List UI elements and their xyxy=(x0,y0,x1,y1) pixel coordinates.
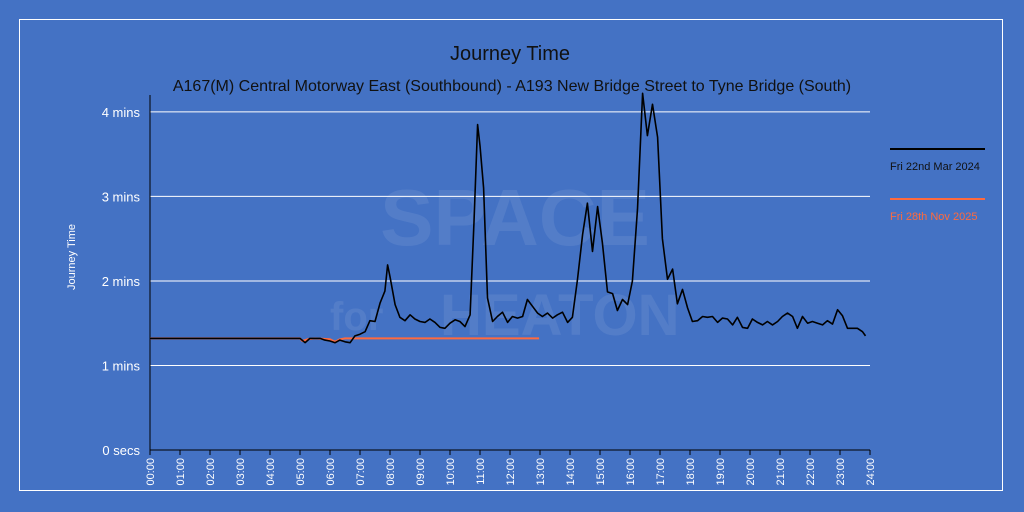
chart-subtitle: A167(M) Central Motorway East (Southboun… xyxy=(173,78,851,95)
x-tick-label: 12:00 xyxy=(505,458,517,486)
x-tick-label: 24:00 xyxy=(865,458,877,486)
x-tick-label: 09:00 xyxy=(415,458,427,486)
x-tick-label: 17:00 xyxy=(655,458,667,486)
legend: Fri 22nd Mar 2024 Fri 28th Nov 2025 xyxy=(890,148,985,223)
x-tick-labels: 00:00 01:00 02:00 03:00 04:00 05:00 06:00 07:00… xyxy=(145,458,877,486)
x-tick-label: 08:00 xyxy=(385,458,397,486)
watermark-line-1: SPACE xyxy=(380,173,650,262)
chart-title: Journey Time xyxy=(450,43,570,65)
x-tick-label: 15:00 xyxy=(595,458,607,486)
watermark: SPACE for HEATON xyxy=(330,173,680,348)
y-tick-label: 2 mins xyxy=(102,274,141,289)
y-tick-labels: 0 secs 1 mins 2 mins 3 mins 4 mins xyxy=(102,105,141,458)
gridlines xyxy=(150,111,870,366)
x-tick-label: 22:00 xyxy=(805,458,817,486)
chart-frame xyxy=(19,19,1003,491)
x-tick-label: 06:00 xyxy=(325,458,337,486)
legend-label-series-2: Fri 28th Nov 2025 xyxy=(890,211,977,223)
x-tick-label: 07:00 xyxy=(355,458,367,486)
x-tick-label: 19:00 xyxy=(715,458,727,486)
watermark-line-2: HEATON xyxy=(440,283,680,348)
x-tick-label: 04:00 xyxy=(265,458,277,486)
series-line-1 xyxy=(150,92,867,344)
x-tick-label: 00:00 xyxy=(145,458,157,486)
x-tick-label: 14:00 xyxy=(565,458,577,486)
y-tick-label: 1 mins xyxy=(102,358,141,373)
x-tick-label: 10:00 xyxy=(445,458,457,486)
series-lines xyxy=(150,92,867,344)
y-tick-label: 4 mins xyxy=(102,105,141,120)
y-axis-label: Journey Time xyxy=(66,224,78,290)
x-tick-label: 13:00 xyxy=(535,458,547,486)
legend-label-series-1: Fri 22nd Mar 2024 xyxy=(890,161,980,173)
x-tick-label: 18:00 xyxy=(685,458,697,486)
x-tick-label: 20:00 xyxy=(745,458,757,486)
axes xyxy=(149,95,871,455)
x-tick-label: 03:00 xyxy=(235,458,247,486)
x-tick-label: 05:00 xyxy=(295,458,307,486)
x-tick-label: 21:00 xyxy=(775,458,787,486)
x-tick-label: 23:00 xyxy=(835,458,847,486)
x-tick-label: 11:00 xyxy=(475,458,487,485)
y-tick-label: 0 secs xyxy=(102,443,140,458)
series-line-2 xyxy=(150,337,540,343)
x-tick-label: 16:00 xyxy=(625,458,637,486)
watermark-for: for xyxy=(330,295,383,339)
y-tick-label: 3 mins xyxy=(102,189,141,204)
x-tick-label: 02:00 xyxy=(205,458,217,486)
x-tick-label: 01:00 xyxy=(175,458,187,486)
